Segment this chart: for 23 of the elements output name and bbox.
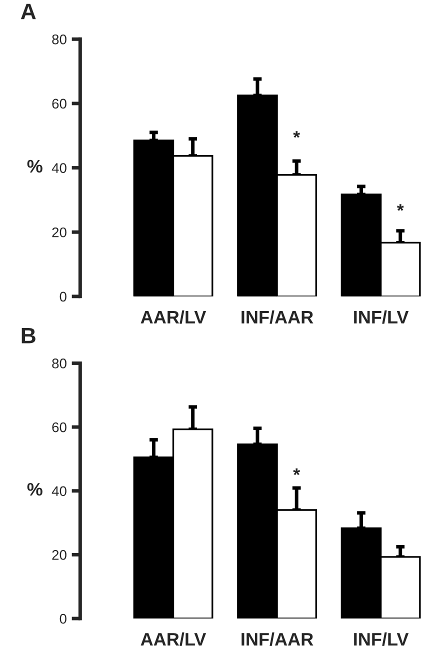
chart-title: A bbox=[20, 4, 36, 20]
y-tick-label: 0 bbox=[60, 292, 66, 302]
y-tick-label: 80 bbox=[52, 34, 66, 44]
x-tick-label: INF/AAR bbox=[242, 310, 314, 324]
x-tick-label: INF/AAR bbox=[242, 632, 314, 646]
y-tick-label: 0 bbox=[60, 614, 66, 624]
y-tick-label: 80 bbox=[52, 358, 66, 368]
x-tick-label: INF/LV bbox=[354, 632, 409, 646]
x-tick-label: INF/LV bbox=[354, 310, 409, 324]
y-tick-label: 40 bbox=[52, 163, 66, 173]
y-tick-label: 20 bbox=[52, 550, 66, 560]
y-tick-label: 60 bbox=[52, 98, 66, 109]
y-axis-title: % bbox=[27, 160, 42, 173]
chart-title: B bbox=[22, 328, 36, 344]
y-tick-label: 60 bbox=[52, 422, 66, 432]
y-axis-title: % bbox=[27, 482, 42, 496]
annotation: * bbox=[293, 131, 300, 138]
x-tick-label: AAR/LV bbox=[140, 310, 206, 324]
x-tick-label: AAR/LV bbox=[140, 632, 206, 646]
y-tick-label: 20 bbox=[52, 227, 66, 238]
y-tick-label: 40 bbox=[52, 486, 66, 496]
annotation: * bbox=[293, 468, 300, 476]
annotation: * bbox=[396, 204, 404, 211]
